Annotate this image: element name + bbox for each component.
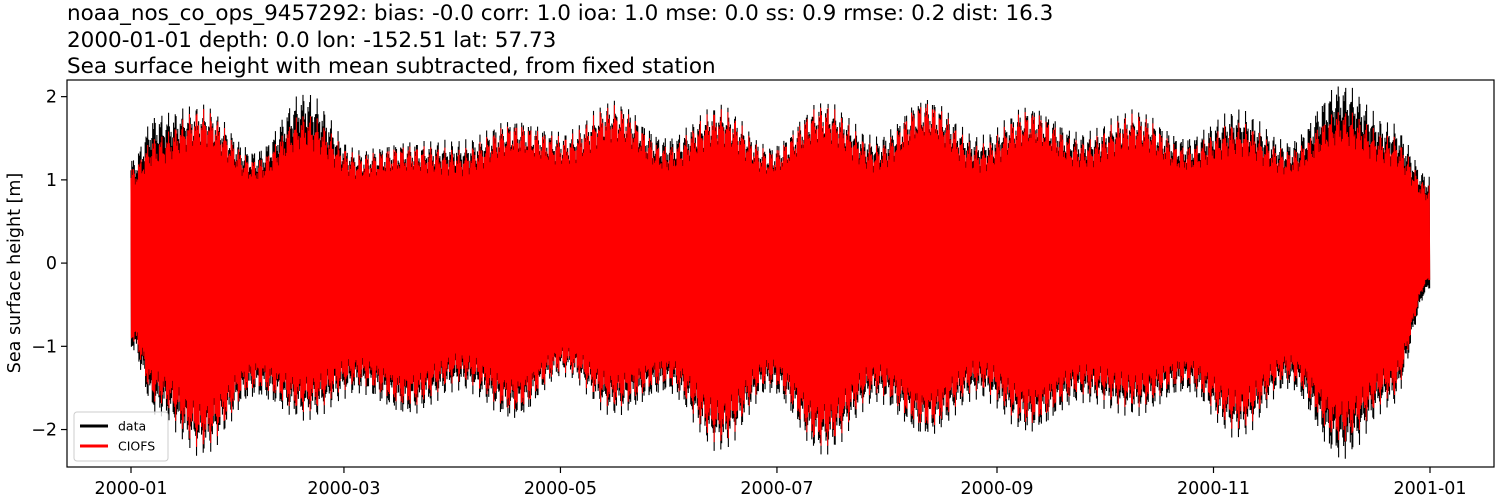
y-tick-label: −1 [31, 337, 57, 357]
x-tick-label: 2000-01 [94, 479, 167, 499]
chart-title-line-3: Sea surface height with mean subtracted,… [67, 54, 716, 79]
plot-area-frame [66, 79, 1495, 468]
x-axis: 2000-01 2000-03 2000-05 2000-07 2000-09 2000-… [94, 467, 1467, 499]
x-tick-label: 2000-11 [1177, 479, 1250, 499]
legend-label-data: data [118, 419, 146, 434]
x-tick-label: 2000-03 [307, 479, 380, 499]
y-tick-label: −2 [31, 421, 57, 441]
series-line-ciofs [130, 104, 1431, 447]
y-axis: −2 −1 0 1 2 [31, 88, 67, 441]
y-axis-label: Sea surface height [m] [5, 173, 25, 373]
x-tick-label: 2001-01 [1393, 479, 1466, 499]
x-tick-label: 2000-09 [960, 479, 1033, 499]
legend-label-ciofs: CIOFS [118, 439, 155, 454]
y-tick-label: 2 [46, 88, 57, 108]
chart-title-line-1: noaa_nos_co_ops_9457292: bias: -0.0 corr… [67, 1, 1054, 26]
legend: data CIOFS [73, 411, 169, 462]
x-tick-label: 2000-07 [740, 479, 813, 499]
y-tick-label: 0 [46, 254, 57, 274]
y-tick-label: 1 [46, 171, 57, 191]
legend-box [73, 411, 169, 462]
x-tick-label: 2000-05 [524, 479, 597, 499]
chart-title-line-2: 2000-01-01 depth: 0.0 lon: -152.51 lat: … [67, 28, 557, 53]
series-layer [130, 86, 1431, 459]
